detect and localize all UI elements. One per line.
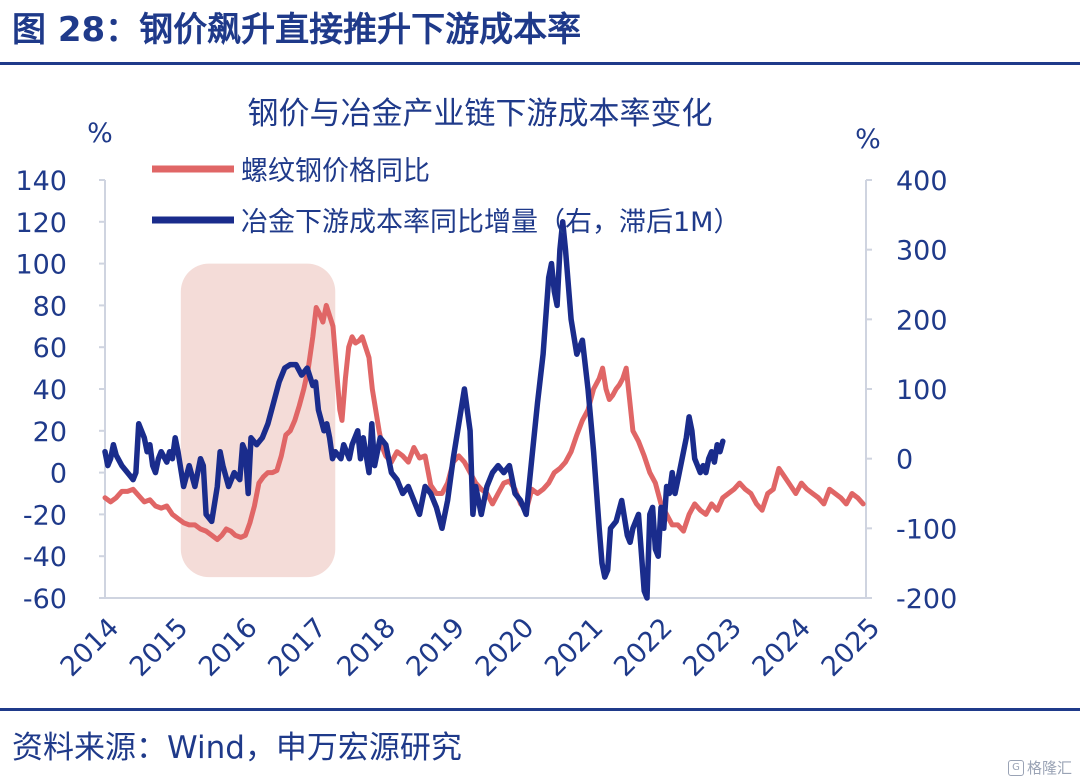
series-line-cost-rate [102, 219, 726, 601]
x-tick-label: 2017 [262, 612, 333, 683]
right-tick-label: 400 [896, 166, 948, 197]
watermark-text: 格隆汇 [1026, 759, 1072, 777]
x-tick-label: 2018 [331, 612, 402, 683]
right-tick-label: 200 [896, 305, 948, 336]
left-tick-label: 60 [33, 333, 67, 364]
left-tick-label: -40 [23, 542, 67, 573]
series-line-steel-yoy [102, 302, 866, 542]
source-rule [0, 708, 1080, 711]
watermark-logo-icon: G [1007, 759, 1024, 776]
x-tick-label: 2019 [401, 612, 472, 683]
highlight-region [180, 263, 336, 578]
x-tick-label: 2023 [677, 612, 748, 683]
right-tick-label: -200 [896, 584, 957, 615]
left-tick-label: -60 [23, 584, 67, 615]
chart-title: 钢价与冶金产业链下游成本率变化 [248, 96, 713, 132]
right-tick-label: -100 [896, 514, 957, 545]
x-tick-label: 2014 [55, 612, 126, 683]
x-tick-label: 2021 [539, 612, 610, 683]
left-tick-label: 140 [15, 166, 67, 197]
title-rule [0, 62, 1080, 65]
x-tick-label: 2022 [608, 612, 679, 683]
left-axis-unit: % [87, 118, 113, 149]
x-tick-label: 2016 [193, 612, 264, 683]
left-tick-label: 120 [15, 208, 67, 239]
right-axis-unit: % [855, 124, 881, 155]
legend-label-steel: 螺纹钢价格同比 [241, 156, 430, 187]
x-tick-label: 2015 [124, 612, 195, 683]
legend: 螺纹钢价格同比 冶金下游成本率同比增量（右，滞后1M） [152, 156, 740, 238]
left-tick-label: 20 [33, 417, 67, 448]
right-tick-label: 100 [896, 375, 948, 406]
right-tick-label: 300 [896, 236, 948, 267]
figure-title: 图 28：钢价飙升直接推升下游成本率 [12, 10, 582, 50]
x-tick-label: 2024 [747, 612, 818, 683]
x-tick-label: 2020 [470, 612, 541, 683]
source-note: 资料来源：Wind，申万宏源研究 [12, 730, 462, 766]
watermark: G 格隆汇 [1007, 757, 1072, 778]
right-tick-label: 0 [896, 445, 913, 476]
left-tick-label: 80 [33, 291, 67, 322]
x-tick-label: 2025 [816, 612, 887, 683]
left-tick-label: 40 [33, 375, 67, 406]
left-tick-label: 100 [15, 250, 67, 281]
left-tick-label: 0 [50, 459, 67, 490]
left-tick-label: -20 [23, 500, 67, 531]
legend-label-cost: 冶金下游成本率同比增量（右，滞后1M） [241, 207, 740, 238]
